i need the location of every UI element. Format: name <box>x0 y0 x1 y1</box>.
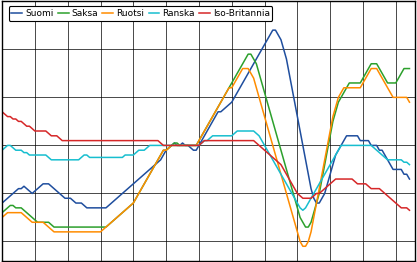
Suomi <box>216 110 221 113</box>
Ranska <box>300 209 305 212</box>
Iso-Britannia <box>213 139 218 142</box>
Saksa <box>232 77 237 80</box>
Line: Iso-Britannia: Iso-Britannia <box>2 112 409 210</box>
Saksa <box>216 105 221 108</box>
Suomi <box>270 29 275 32</box>
Ruotsi <box>133 197 138 200</box>
Iso-Britannia <box>0 110 5 113</box>
Ruotsi <box>342 86 347 89</box>
Saksa <box>342 91 347 94</box>
Ruotsi <box>284 192 289 195</box>
Ruotsi <box>213 110 218 113</box>
Iso-Britannia <box>133 139 138 142</box>
Saksa <box>407 67 412 70</box>
Ruotsi <box>229 86 234 89</box>
Line: Ranska: Ranska <box>2 131 409 210</box>
Ranska <box>0 149 5 152</box>
Iso-Britannia <box>161 144 166 147</box>
Line: Suomi: Suomi <box>2 30 409 208</box>
Iso-Britannia <box>229 139 234 142</box>
Line: Saksa: Saksa <box>2 54 409 227</box>
Ranska <box>133 151 138 154</box>
Line: Ruotsi: Ruotsi <box>2 69 409 246</box>
Ranska <box>342 144 347 147</box>
Suomi <box>84 206 89 209</box>
Saksa <box>286 177 291 181</box>
Saksa <box>0 211 5 214</box>
Ruotsi <box>0 216 5 219</box>
Saksa <box>52 226 57 229</box>
Ranska <box>235 129 240 133</box>
Ruotsi <box>407 101 412 104</box>
Iso-Britannia <box>281 168 286 171</box>
Saksa <box>136 192 141 195</box>
Suomi <box>342 139 347 142</box>
Ranska <box>407 163 412 166</box>
Suomi <box>232 96 237 99</box>
Saksa <box>246 53 251 56</box>
Ranska <box>161 144 166 147</box>
Suomi <box>136 177 141 181</box>
Ranska <box>213 134 218 137</box>
Suomi <box>407 177 412 181</box>
Saksa <box>163 149 168 152</box>
Suomi <box>286 72 291 75</box>
Ruotsi <box>300 245 305 248</box>
Iso-Britannia <box>407 209 412 212</box>
Ruotsi <box>240 67 245 70</box>
Suomi <box>163 149 168 152</box>
Ranska <box>284 182 289 185</box>
Ruotsi <box>161 149 166 152</box>
Legend: Suomi, Saksa, Ruotsi, Ranska, Iso-Britannia: Suomi, Saksa, Ruotsi, Ranska, Iso-Britan… <box>9 6 272 21</box>
Ranska <box>229 134 234 137</box>
Suomi <box>0 201 5 205</box>
Iso-Britannia <box>336 177 341 181</box>
